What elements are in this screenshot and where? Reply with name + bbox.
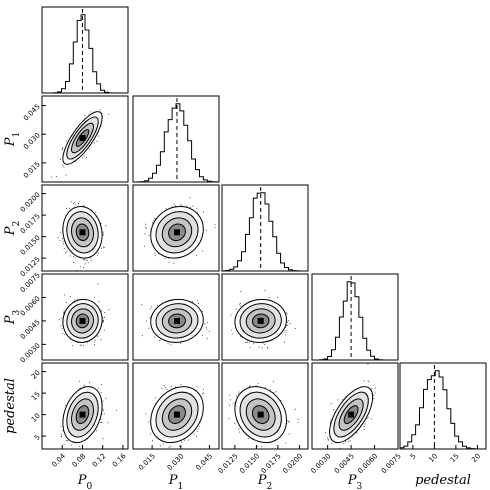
x-tick-label-P1: 0.015 (137, 452, 157, 472)
x-tick-label-P1: 0.045 (194, 452, 214, 472)
density-marks (325, 363, 376, 449)
x-tick-label-P3: 0.0075 (380, 452, 403, 475)
density-panel-P3-vs-P0 (41, 273, 129, 361)
y-tick-label-P2: 0.0200 (19, 191, 42, 214)
density-marks (58, 283, 110, 347)
x-tick-label-P3: 0.0045 (333, 452, 356, 475)
y-tick-label-P1: 0.030 (22, 131, 42, 151)
x-axis-label-P1: P1 (168, 473, 183, 490)
density-peak (174, 317, 180, 324)
y-tick-label-pedestal: 10 (30, 412, 42, 424)
y-tick-label-P3: 0.0060 (19, 295, 42, 318)
x-tick-label-P2: 0.0125 (217, 452, 240, 475)
histogram-P2 (221, 184, 309, 272)
histogram-steps (312, 281, 398, 361)
y-tick-label-P3: 0.0045 (19, 318, 42, 341)
y-tick-label-P1: 0.045 (22, 103, 42, 123)
density-panel-P2-vs-P0 (41, 184, 129, 272)
density-panel-pedestal-vs-P3 (311, 362, 399, 450)
x-axis-label-P2: P2 (257, 473, 272, 490)
x-axis-label-pedestal: pedestal (415, 473, 471, 488)
x-tick-label-P2: 0.0150 (238, 452, 261, 475)
panel-frame (41, 362, 129, 450)
x-axis-label-P3: P3 (347, 473, 363, 490)
density-peak (348, 411, 355, 418)
x-tick-label-P0: 0.04 (50, 452, 67, 469)
histogram-steps (133, 103, 220, 183)
x-tick-label-pedestal: 15 (449, 452, 461, 464)
density-peak (174, 411, 180, 418)
x-tick-label-P0: 0.16 (111, 452, 128, 469)
density-panel-P2-vs-P1 (132, 184, 220, 272)
panel-frame (41, 184, 129, 272)
panel-frame (132, 95, 220, 183)
density-marks (145, 384, 204, 448)
x-tick-label-P0: 0.08 (71, 452, 88, 469)
panel-frame (221, 362, 309, 450)
panel-frame (132, 184, 220, 272)
density-panel-pedestal-vs-P1 (132, 362, 220, 450)
density-peak (79, 411, 86, 418)
y-axis-label-pedestal: pedestal (3, 378, 18, 434)
panel-frame (41, 273, 129, 361)
y-axis-label-P2: P2 (3, 221, 22, 236)
y-tick-label-P2: 0.0150 (19, 234, 42, 257)
y-tick-label-pedestal: 5 (33, 433, 42, 442)
x-tick-label-P3: 0.0060 (356, 452, 379, 475)
x-tick-label-P2: 0.0175 (260, 452, 283, 475)
x-tick-label-P2: 0.0200 (281, 452, 304, 475)
density-peak (174, 229, 180, 236)
density-marks (228, 381, 299, 447)
x-tick-label-P1: 0.030 (166, 452, 186, 472)
y-tick-label-pedestal: 15 (30, 390, 42, 402)
x-tick-label-P0: 0.12 (91, 452, 108, 469)
y-tick-label-P2: 0.0175 (19, 212, 42, 235)
density-panel-P1-vs-P0 (41, 95, 129, 183)
histogram-P1 (132, 95, 220, 183)
x-tick-label-pedestal: 10 (427, 452, 439, 464)
density-peak (257, 411, 264, 418)
density-marks (60, 380, 117, 447)
density-panel-P3-vs-P1 (132, 273, 220, 361)
panel-frame (132, 362, 220, 450)
panel-frame (311, 362, 399, 450)
panel-frame (41, 95, 129, 183)
histogram-steps (221, 192, 308, 272)
y-axis-label-P1: P1 (3, 132, 22, 147)
histogram-steps (399, 370, 486, 450)
density-panel-pedestal-vs-P0 (41, 362, 129, 450)
panel-frame (221, 273, 309, 361)
panel-frame (132, 273, 220, 361)
histogram-steps (42, 14, 128, 94)
histogram-P0 (41, 6, 129, 94)
density-marks (50, 109, 110, 178)
panel-frame (399, 362, 487, 450)
density-marks (230, 290, 296, 349)
histogram-pedestal (399, 362, 487, 450)
density-peak (257, 317, 264, 324)
y-tick-label-P3: 0.0030 (19, 342, 42, 365)
x-tick-label-pedestal: 20 (470, 452, 482, 464)
density-peak (79, 317, 86, 324)
histogram-P3 (311, 273, 399, 361)
density-marks (57, 201, 107, 271)
x-tick-label-P3: 0.0030 (309, 452, 332, 475)
density-peak (79, 135, 86, 141)
x-tick-label-pedestal: 5 (409, 452, 418, 461)
density-marks (144, 197, 216, 264)
y-tick-label-pedestal: 20 (30, 369, 42, 381)
y-tick-label-P1: 0.015 (22, 160, 42, 180)
y-axis-label-P3: P3 (3, 309, 22, 325)
density-peak (79, 229, 86, 236)
density-panel-pedestal-vs-P2 (221, 362, 309, 450)
density-marks (141, 298, 210, 346)
density-panel-P3-vs-P2 (221, 273, 309, 361)
x-axis-label-P0: P0 (77, 473, 93, 490)
